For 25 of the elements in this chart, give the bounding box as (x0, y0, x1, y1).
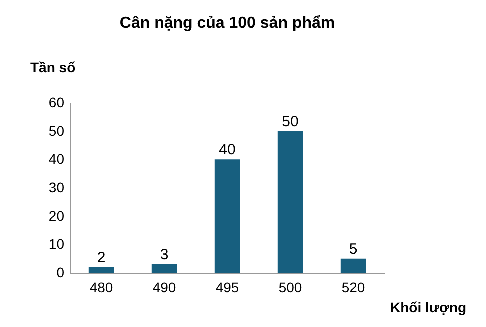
bar (214, 160, 240, 273)
y-tick-label: 30 (48, 180, 65, 196)
data-label: 2 (97, 249, 106, 266)
x-tick-label: 495 (216, 280, 240, 296)
y-tick-label: 10 (48, 236, 65, 252)
x-tick-label: 480 (90, 280, 114, 296)
y-tick-label: 0 (56, 264, 65, 280)
y-tick-label: 40 (48, 151, 65, 168)
y-tick-label: 20 (48, 208, 65, 224)
y-tick-label: 50 (48, 122, 65, 139)
x-tick-label: 520 (342, 280, 366, 296)
data-label: 3 (160, 246, 169, 264)
x-tick-label: 490 (152, 280, 176, 296)
data-label: 40 (219, 142, 236, 159)
y-axis-title: Tần số (30, 60, 76, 76)
x-axis-title: Khối lượng (390, 300, 467, 316)
bar (278, 131, 304, 273)
data-label: 50 (282, 113, 299, 130)
chart-title: Cân nặng của 100 sản phẩm (120, 15, 336, 32)
bar (152, 264, 178, 273)
x-tick-label: 500 (278, 280, 302, 296)
y-tick-label: 60 (48, 94, 65, 110)
bar (340, 258, 366, 273)
data-label: 5 (349, 240, 358, 258)
bar (88, 267, 114, 273)
